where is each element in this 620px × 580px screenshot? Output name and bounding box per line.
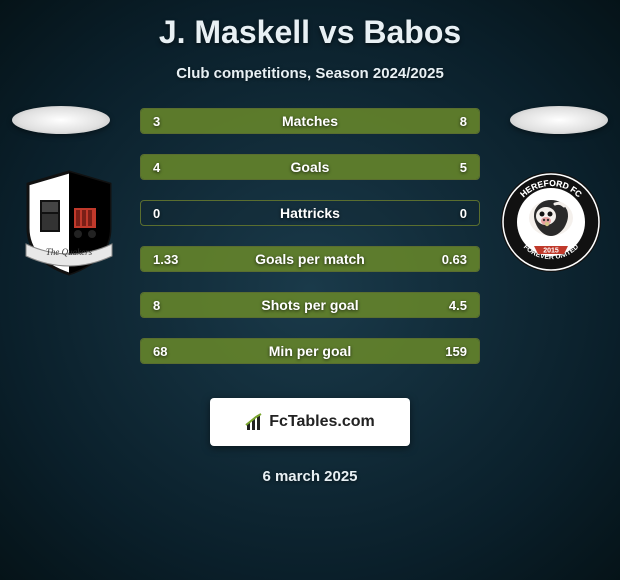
stat-value-right: 5 <box>460 160 467 175</box>
stat-bar: 68 159 Min per goal <box>140 338 480 364</box>
stat-value-left: 4 <box>153 160 160 175</box>
source-badge[interactable]: FcTables.com <box>210 398 410 446</box>
crest-left-ribbon-text: The Quakers <box>46 247 93 257</box>
bar-fill-left <box>141 155 290 179</box>
stat-value-left: 8 <box>153 298 160 313</box>
stat-bar: 4 5 Goals <box>140 154 480 180</box>
stat-bars: 3 8 Matches 4 5 Goals 0 0 Hattricks 1.33 0.63 Goals… <box>140 108 480 384</box>
stat-value-right: 159 <box>445 344 467 359</box>
stat-label: Goals <box>291 159 330 175</box>
badge-icon: HEREFORD FC HEREFORD FC FOREVER UNITED <box>500 166 602 278</box>
club-crest-left: The Quakers <box>18 166 120 278</box>
stat-bar: 8 4.5 Shots per goal <box>140 292 480 318</box>
page-subtitle: Club competitions, Season 2024/2025 <box>0 65 620 82</box>
stat-value-right: 0 <box>460 206 467 221</box>
date-label: 6 march 2025 <box>0 468 620 485</box>
stat-bar: 1.33 0.63 Goals per match <box>140 246 480 272</box>
stat-label: Hattricks <box>280 205 340 221</box>
stat-value-left: 68 <box>153 344 167 359</box>
shield-icon: The Quakers <box>18 166 120 278</box>
source-badge-text: FcTables.com <box>269 413 375 431</box>
stat-value-left: 1.33 <box>153 252 178 267</box>
player-ellipse-right <box>510 106 608 134</box>
stat-label: Min per goal <box>269 343 351 359</box>
stat-label: Matches <box>282 113 338 129</box>
stat-value-right: 8 <box>460 114 467 129</box>
comparison-area: The Quakers HEREFORD FC HEREFORD FC FORE… <box>0 106 620 386</box>
stat-bar: 3 8 Matches <box>140 108 480 134</box>
page-title: J. Maskell vs Babos <box>0 14 620 51</box>
crest-right-year: 2015 <box>543 248 559 255</box>
stat-value-left: 3 <box>153 114 160 129</box>
stat-bar: 0 0 Hattricks <box>140 200 480 226</box>
stat-value-left: 0 <box>153 206 160 221</box>
bar-fill-right <box>232 109 479 133</box>
stat-value-right: 4.5 <box>449 298 467 313</box>
player-ellipse-left <box>12 106 110 134</box>
stat-value-right: 0.63 <box>442 252 467 267</box>
club-crest-right: HEREFORD FC HEREFORD FC FOREVER UNITED <box>500 166 602 278</box>
stat-label: Goals per match <box>255 251 365 267</box>
chart-icon <box>245 412 265 432</box>
stat-label: Shots per goal <box>261 297 358 313</box>
